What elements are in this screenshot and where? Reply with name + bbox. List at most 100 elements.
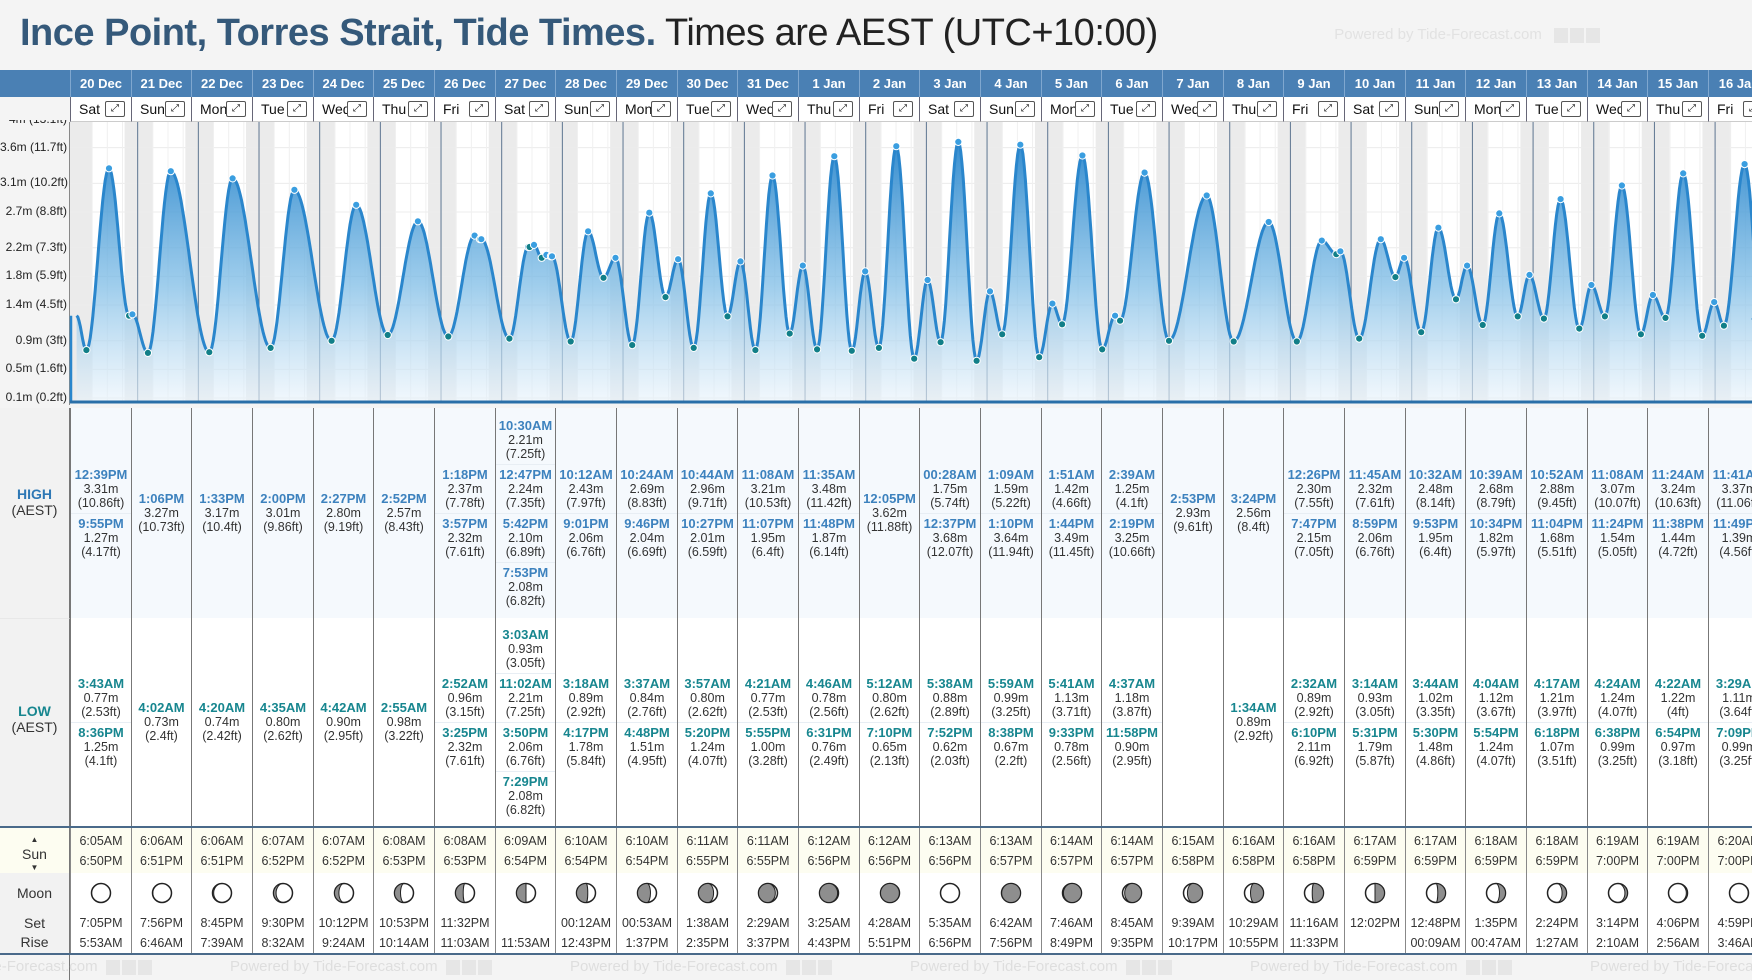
expand-day-icon[interactable]: ⤢ [347,101,367,117]
low-tide-entry: 3:44AM 1.02m (3.35ft) [1406,674,1465,722]
weekday-label: Tue [1110,101,1134,117]
expand-day-icon[interactable]: ⤢ [1075,101,1095,117]
expand-day-icon[interactable]: ⤢ [1197,101,1217,117]
weekday-cell: Mon ⤢ [1465,97,1526,122]
tide-time: 00:28AM [923,466,977,482]
y-tick-label: 4m (13.1ft) [8,112,67,126]
tide-height-m: 0.74m [204,715,240,729]
date-header-cell: 9 Jan [1283,70,1344,97]
expand-day-icon[interactable]: ⤢ [772,101,792,117]
moonrise-time: 10:55PM [1228,936,1279,950]
high-tide-column: 10:44AM 2.96m (9.71ft) 10:27PM 2.01m (6.59ft) [677,408,737,618]
tide-forecast-logo-icon [1554,27,1602,44]
high-tide-point [1202,191,1211,200]
sunset-time: 7:00PM [1595,854,1640,868]
tide-height-ft: (6.69ft) [627,544,667,559]
tide-line [75,140,1752,363]
expand-day-icon[interactable]: ⤢ [833,101,853,117]
expand-day-icon[interactable]: ⤢ [1439,101,1459,117]
expand-day-icon[interactable]: ⤢ [893,101,913,117]
tide-height-ft: (2.56ft) [809,704,849,719]
date-header-cell: 22 Dec [191,70,252,97]
tide-height-ft: (4.1ft) [84,753,118,768]
expand-day-icon[interactable]: ⤢ [1318,101,1338,117]
sun-times-cell: 6:08AM 6:53PM [373,828,434,873]
low-tide-entry: 7:52PM 0.62m (2.03ft) [920,721,980,771]
moonset-time: 11:16AM [1289,916,1339,930]
expand-day-icon[interactable]: ⤢ [1257,101,1277,117]
high-tide-column: 2:53PM 2.93m (9.61ft) [1162,408,1223,618]
weekday-cell: Fri ⤢ [859,97,919,122]
tide-time: 11:45AM [1348,466,1402,482]
moonset-time: 00:53AM [621,916,673,930]
weekday-label: Sun [564,101,589,117]
tide-time: 10:12AM [559,466,613,482]
moon-phase-cell [1344,873,1405,913]
high-tide-entry: 1:10PM 3.64m (11.94ft) [981,512,1041,562]
moon-phase-cell [1647,873,1708,913]
tide-height-ft: (7.25ft) [505,446,546,461]
expand-day-icon[interactable]: ⤢ [1621,101,1641,117]
weekday-cell: Wed ⤢ [1162,97,1223,122]
tide-height-m: 0.80m [265,715,301,729]
low-tide-entry: 4:35AM 0.80m (2.62ft) [253,698,313,746]
expand-day-icon[interactable]: ⤢ [1743,101,1752,117]
tide-time: 11:24AM [1651,466,1705,482]
y-tick-label: 0.1m (0.2ft) [5,390,67,404]
date-header-cell: 5 Jan [1041,70,1101,97]
low-tide-point [874,343,884,352]
expand-day-icon[interactable]: ⤢ [287,101,307,117]
expand-day-icon[interactable]: ⤢ [469,101,489,117]
tide-height-ft: (2.62ft) [869,704,910,719]
sun-times-cell: 6:15AM 6:58PM [1162,828,1223,873]
moonset-label: Set [23,915,45,931]
date-header-cell: 30 Dec [677,70,737,97]
expand-day-icon[interactable]: ⤢ [1682,101,1702,117]
expand-day-icon[interactable]: ⤢ [165,101,185,117]
sunset-time: 6:54PM [564,854,608,868]
tide-time: 3:37AM [623,675,671,691]
expand-day-icon[interactable]: ⤢ [1379,101,1399,117]
low-tide-point [785,329,794,338]
expand-day-icon[interactable]: ⤢ [651,101,671,117]
tide-height-ft: (6.82ft) [505,593,546,608]
tide-height-m: 1.18m [1114,690,1150,705]
moonset-time [496,913,555,933]
low-tide-point [1417,328,1426,337]
powered-by-watermark: Powered by Tide-Forecast.com [0,958,154,976]
tide-height-ft: (2.76ft) [627,704,667,719]
expand-day-icon[interactable]: ⤢ [1136,101,1156,117]
tide-height-m: 1.75m [932,481,968,496]
high-tide-entry: 10:12AM 2.43m (7.97ft) [556,465,616,513]
y-tick-label: 1.8m (5.9ft) [5,268,67,283]
tide-height-m: 2.56m [1236,506,1271,520]
sun-times-cell: 6:10AM 6:54PM [555,828,616,873]
high-tide-entry: 10:24AM 2.69m (8.83ft) [617,465,677,513]
expand-day-icon[interactable]: ⤢ [711,101,731,117]
expand-day-icon[interactable]: ⤢ [1015,101,1035,117]
low-tide-entry: 4:24AM 1.24m (4.07ft) [1588,674,1647,722]
high-tide-entry: 3:24PM 2.56m (8.4ft) [1224,489,1283,537]
expand-day-icon[interactable]: ⤢ [954,101,974,117]
tide-height-ft: (2.49ft) [809,753,849,768]
expand-day-icon[interactable]: ⤢ [590,101,610,117]
weekday-label: Wed [1596,101,1625,117]
expand-day-icon[interactable]: ⤢ [1500,101,1520,117]
sunrise-time: 6:07AM [261,834,305,848]
expand-day-icon[interactable]: ⤢ [226,101,246,117]
expand-day-icon[interactable]: ⤢ [408,101,428,117]
sunrise-time: 6:20AM [1717,834,1752,848]
expand-day-icon[interactable]: ⤢ [1561,101,1581,117]
low-tide-column: 4:17AM 1.21m (3.97ft) 6:18PM 1.07m (3.51ft) [1526,618,1587,826]
sunrise-time: 6:08AM [443,834,487,848]
moonrise-time: 2:10AM [1595,936,1640,950]
powered-by-watermark: Powered by Tide-Forecast.com [570,958,834,976]
expand-day-icon[interactable]: ⤢ [529,101,549,117]
tide-time: 11:02AM [499,675,552,691]
weekday-label: Sat [79,101,101,117]
expand-day-icon[interactable]: ⤢ [105,101,125,117]
moon-set-rise-cell: 9:39AM 10:17PM [1162,913,1223,953]
high-tide-column: 11:35AM 3.48m (11.42ft) 11:48PM 1.87m (6.14ft… [798,408,859,618]
moon-set-rise-cell: 1:38AM 2:35PM [677,913,737,953]
low-tide-entry: 6:18PM 1.07m (3.51ft) [1527,721,1587,771]
